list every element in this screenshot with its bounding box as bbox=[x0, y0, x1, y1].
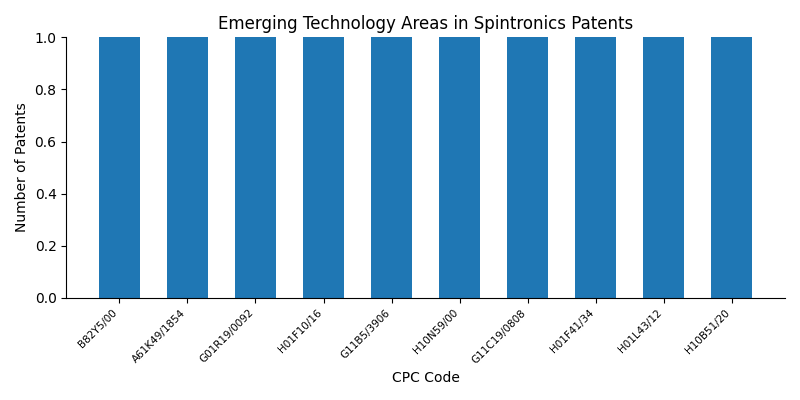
Bar bbox=[99, 37, 140, 298]
Title: Emerging Technology Areas in Spintronics Patents: Emerging Technology Areas in Spintronics… bbox=[218, 15, 634, 33]
Bar bbox=[643, 37, 684, 298]
Bar bbox=[303, 37, 344, 298]
Bar bbox=[507, 37, 548, 298]
Bar bbox=[235, 37, 276, 298]
X-axis label: CPC Code: CPC Code bbox=[392, 371, 459, 385]
Y-axis label: Number of Patents: Number of Patents bbox=[15, 103, 29, 232]
Bar bbox=[711, 37, 752, 298]
Bar bbox=[371, 37, 412, 298]
Bar bbox=[575, 37, 616, 298]
Bar bbox=[439, 37, 480, 298]
Bar bbox=[167, 37, 208, 298]
